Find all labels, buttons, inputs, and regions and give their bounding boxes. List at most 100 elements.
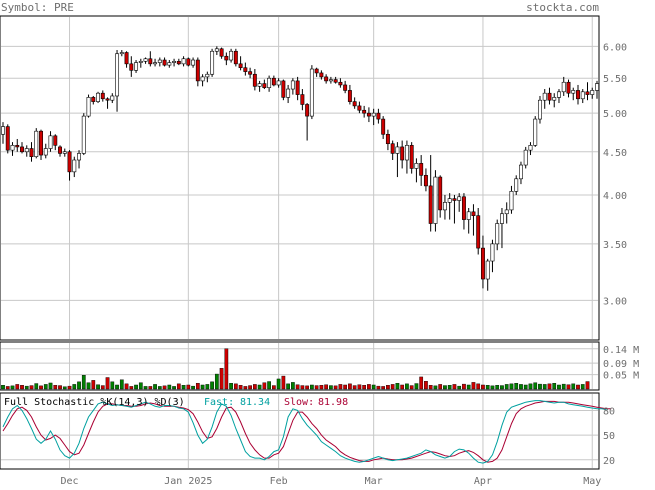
volume-bar — [457, 385, 462, 390]
volume-bar — [186, 384, 191, 390]
candle-body — [523, 149, 528, 166]
volume-bar — [257, 384, 262, 390]
x-axis-label-5: May — [583, 476, 601, 486]
candle-body — [538, 99, 542, 120]
volume-bar — [24, 385, 29, 390]
volume-bar — [343, 384, 348, 390]
volume-bar — [43, 384, 48, 390]
candle-body — [338, 81, 343, 86]
candle-body — [138, 60, 143, 63]
volume-bar — [96, 384, 100, 390]
stoch-tick-label: 80 — [603, 406, 615, 417]
candle-body — [466, 211, 471, 220]
stoch-tick-label: 20 — [603, 456, 615, 467]
candle-body — [176, 60, 181, 65]
volume-bar — [533, 382, 538, 390]
price-candles — [1, 46, 599, 291]
candle-body — [414, 163, 419, 169]
volume-bar — [77, 381, 81, 390]
volume-bar — [167, 384, 172, 390]
candle-body — [286, 88, 291, 98]
candle-body — [24, 148, 29, 153]
candle-body — [119, 52, 124, 55]
candle-body — [557, 91, 561, 98]
volume-bar — [438, 384, 443, 390]
candle-body — [96, 92, 101, 102]
candle-body — [295, 80, 300, 95]
candle-body — [480, 247, 485, 280]
candle-body — [447, 198, 452, 203]
volume-bars — [1, 348, 590, 390]
candle-body — [385, 133, 390, 145]
volume-bar — [552, 383, 557, 390]
candle-body — [195, 59, 200, 82]
price-tick-label: 4.00 — [603, 191, 627, 202]
candle-body — [210, 50, 215, 75]
volume-bar — [476, 383, 481, 390]
volume-bar — [157, 386, 162, 390]
candle-body — [590, 90, 595, 95]
volume-bar — [224, 348, 229, 390]
candle-body — [490, 243, 495, 262]
volume-bar — [219, 368, 224, 390]
volume-bar — [352, 385, 357, 390]
candle-body — [153, 62, 158, 65]
price-tick-label: 5.00 — [603, 109, 627, 120]
volume-bar — [490, 385, 495, 390]
volume-bar — [276, 378, 281, 390]
fast-label: Fast: — [204, 397, 234, 408]
volume-bar — [386, 385, 390, 390]
candle-body — [362, 109, 367, 114]
volume-tick-label: 0.05 M — [603, 371, 639, 382]
candle-body — [595, 83, 599, 91]
volume-bar — [305, 385, 309, 390]
candle-body — [366, 112, 371, 117]
price-tick-label: 5.50 — [603, 74, 627, 85]
candle-body — [257, 83, 262, 87]
volume-bar — [191, 385, 195, 390]
candle-body — [53, 135, 58, 146]
candle-body — [214, 48, 219, 52]
volume-bar — [395, 383, 400, 390]
candle-body — [34, 130, 39, 157]
candle-body — [499, 213, 504, 224]
candle-body — [357, 105, 362, 111]
candle-body — [229, 50, 234, 61]
candle-body — [476, 215, 481, 249]
candle-body — [100, 92, 105, 100]
price-panel-frame — [0, 15, 600, 341]
candle-body — [271, 77, 276, 86]
symbol-label: Symbol: PRE — [1, 1, 74, 14]
candle-body — [48, 135, 53, 149]
volume-bar — [509, 383, 514, 390]
candle-body — [495, 223, 500, 245]
volume-bar — [471, 382, 476, 390]
candle-body — [248, 71, 253, 75]
volume-bar — [409, 385, 414, 390]
candle-body — [62, 151, 67, 154]
x-axis-label-2: Feb — [270, 476, 288, 486]
volume-bar — [119, 379, 124, 390]
volume-bar — [291, 382, 295, 390]
volume-bar — [324, 384, 328, 390]
volume-bar — [481, 384, 485, 390]
price-tick-label: 3.50 — [603, 240, 627, 251]
volume-bar — [580, 384, 585, 390]
volume-bar — [134, 384, 138, 390]
volume-bar — [443, 385, 447, 390]
volume-bar — [557, 384, 561, 390]
candle-body — [243, 67, 248, 72]
candle-body — [224, 55, 229, 61]
volume-bar — [561, 383, 566, 390]
candle-body — [519, 164, 523, 180]
volume-bar — [571, 383, 576, 390]
candle-body — [347, 90, 352, 102]
candle-body — [461, 196, 466, 220]
candle-body — [547, 92, 552, 101]
candle-body — [433, 176, 438, 224]
candle-body — [328, 79, 333, 82]
candle-body — [300, 94, 305, 105]
volume-bar — [362, 385, 367, 390]
volume-bar — [86, 382, 91, 390]
